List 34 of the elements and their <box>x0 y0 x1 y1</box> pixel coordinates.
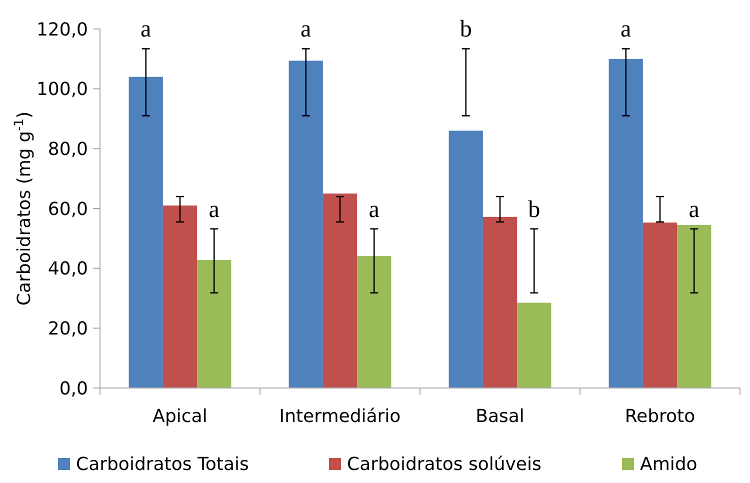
bar <box>288 60 323 388</box>
bar <box>642 222 678 388</box>
y-tick-label: 20,0 <box>48 318 88 340</box>
bar <box>322 194 358 388</box>
annotation: b <box>528 196 540 223</box>
bar <box>128 76 163 388</box>
legend-label: Carboidratos Totais <box>76 454 249 475</box>
bar <box>448 130 483 388</box>
annotation: a <box>140 16 152 43</box>
bar <box>608 58 643 388</box>
bar <box>162 206 198 388</box>
y-tick-label: 100,0 <box>36 79 88 100</box>
legend-label: Amido <box>640 454 698 475</box>
annotation: a <box>688 196 700 223</box>
y-tick-label: 0,0 <box>59 378 88 400</box>
y-tick-label: 80,0 <box>48 138 88 160</box>
y-tick-label: 40,0 <box>48 258 88 280</box>
annotation: a <box>208 196 220 223</box>
annotation: a <box>368 196 380 223</box>
bar <box>357 256 392 388</box>
bar <box>677 224 712 388</box>
x-tick-label: Basal <box>476 406 524 427</box>
bar <box>517 302 552 388</box>
y-tick-label: 60,0 <box>48 198 88 220</box>
legend-label: Carboidratos solúveis <box>347 454 542 475</box>
annotation: a <box>300 16 312 43</box>
annotation: b <box>460 16 472 43</box>
x-tick-label: Rebroto <box>624 406 696 427</box>
x-tick-label: Intermediário <box>279 406 401 427</box>
x-tick-label: Apical <box>152 406 208 427</box>
bar <box>482 216 518 388</box>
bar <box>197 260 232 388</box>
annotation: a <box>620 16 632 43</box>
y-tick-label: 120,0 <box>36 19 88 40</box>
